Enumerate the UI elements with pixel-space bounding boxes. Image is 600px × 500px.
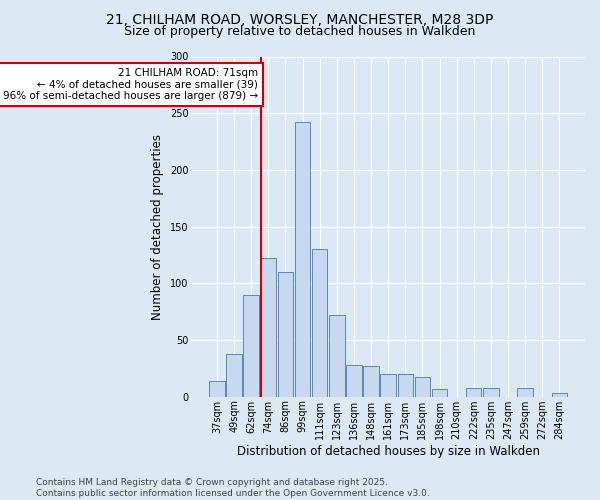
Bar bbox=[364, 366, 379, 396]
Text: Contains HM Land Registry data © Crown copyright and database right 2025.
Contai: Contains HM Land Registry data © Crown c… bbox=[36, 478, 430, 498]
Bar bbox=[346, 365, 362, 396]
Bar bbox=[295, 122, 310, 396]
Bar bbox=[415, 378, 430, 396]
Text: 21, CHILHAM ROAD, WORSLEY, MANCHESTER, M28 3DP: 21, CHILHAM ROAD, WORSLEY, MANCHESTER, M… bbox=[106, 12, 494, 26]
Bar bbox=[278, 272, 293, 396]
Bar bbox=[517, 388, 533, 396]
X-axis label: Distribution of detached houses by size in Walkden: Distribution of detached houses by size … bbox=[236, 444, 539, 458]
Bar bbox=[551, 394, 567, 396]
Text: 21 CHILHAM ROAD: 71sqm
← 4% of detached houses are smaller (39)
96% of semi-deta: 21 CHILHAM ROAD: 71sqm ← 4% of detached … bbox=[3, 68, 258, 101]
Y-axis label: Number of detached properties: Number of detached properties bbox=[151, 134, 164, 320]
Bar bbox=[466, 388, 481, 396]
Bar bbox=[209, 381, 224, 396]
Bar bbox=[432, 388, 447, 396]
Bar bbox=[260, 258, 276, 396]
Bar bbox=[483, 388, 499, 396]
Bar bbox=[329, 315, 344, 396]
Bar bbox=[244, 294, 259, 396]
Text: Size of property relative to detached houses in Walkden: Size of property relative to detached ho… bbox=[124, 25, 476, 38]
Bar bbox=[312, 250, 328, 396]
Bar bbox=[226, 354, 242, 397]
Bar bbox=[398, 374, 413, 396]
Bar bbox=[380, 374, 396, 396]
